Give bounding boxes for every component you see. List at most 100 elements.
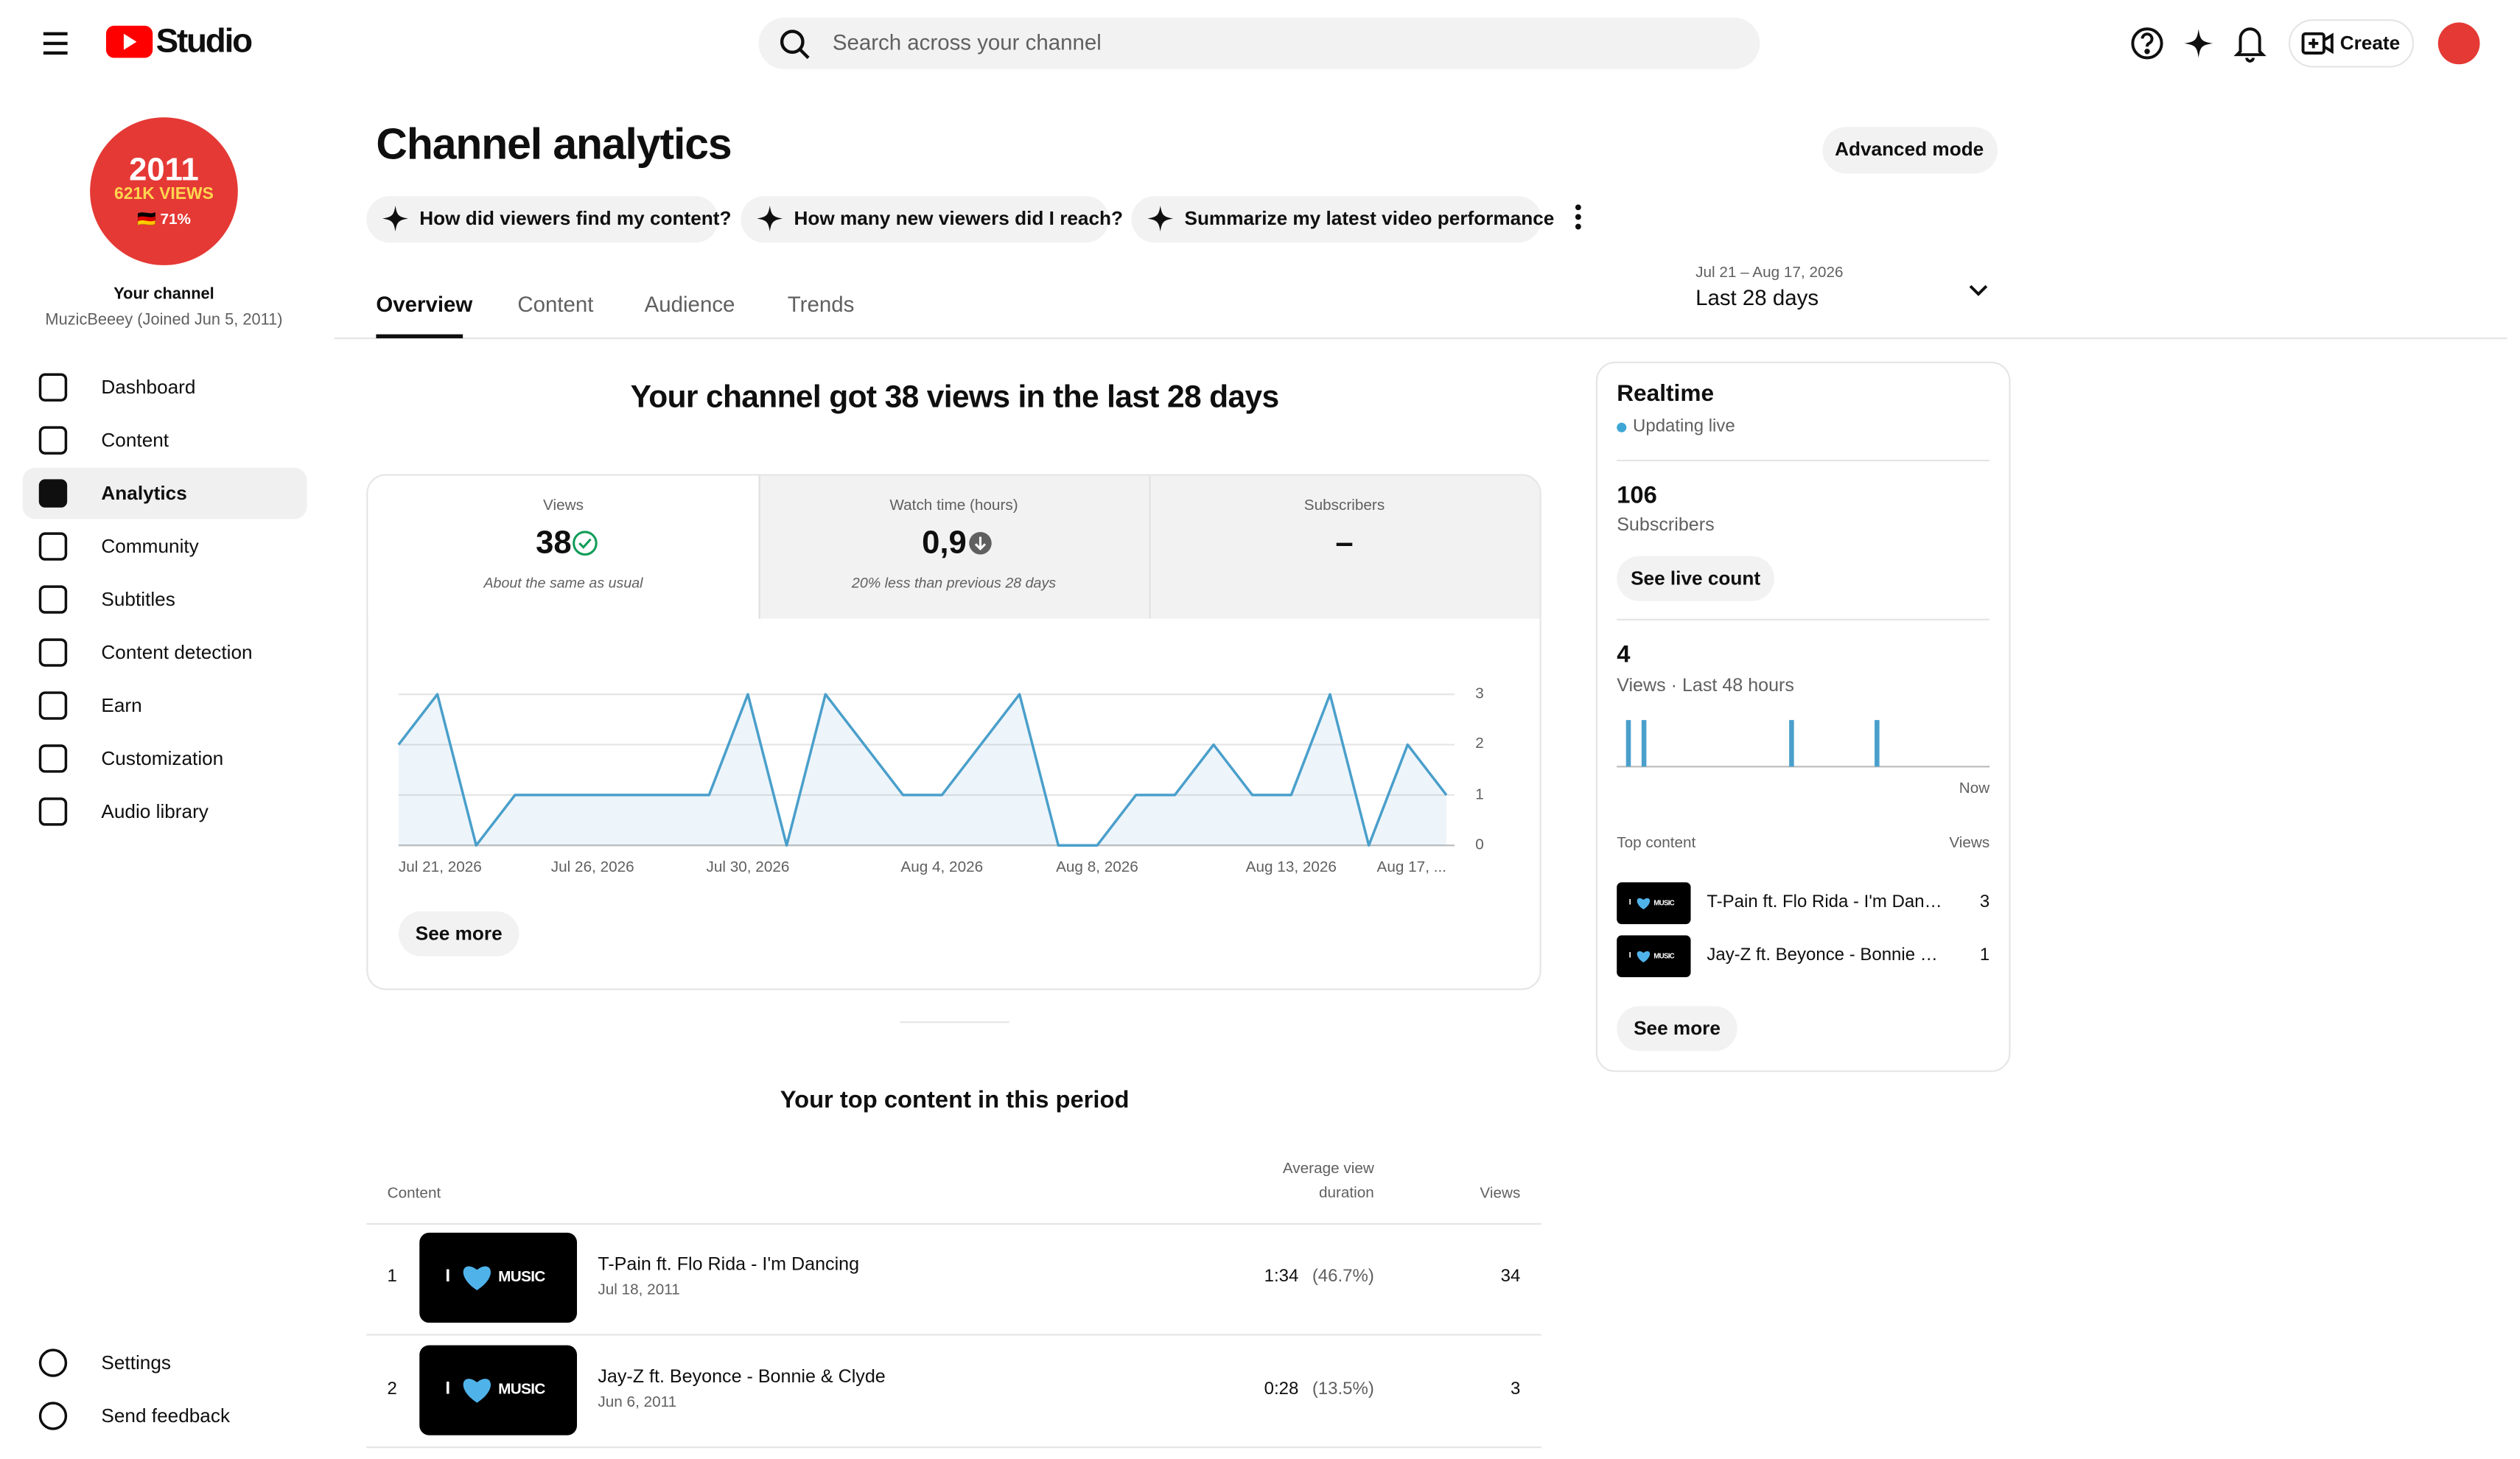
page-title: Channel analytics bbox=[376, 120, 732, 169]
channel-name: MuzicBeeey (Joined Jun 5, 2011) bbox=[45, 312, 283, 330]
metric-label[interactable]: Watch time (hours) bbox=[889, 497, 1018, 515]
thumb-heart-shape bbox=[1637, 951, 1651, 962]
row-divider bbox=[366, 1334, 1541, 1336]
realtime-status: Updating live bbox=[1633, 416, 1735, 436]
nav-item[interactable]: Community bbox=[101, 534, 199, 558]
logo-text[interactable]: Studio bbox=[155, 23, 253, 60]
thumb-word: MUSIC bbox=[498, 1268, 545, 1287]
prompt-chip-label[interactable]: Summarize my latest video performance bbox=[1184, 206, 1555, 230]
prompt-chip[interactable] bbox=[1131, 196, 1541, 243]
help-icon[interactable] bbox=[2131, 27, 2163, 60]
see-more-button[interactable] bbox=[398, 911, 519, 956]
tab[interactable]: Content bbox=[517, 292, 594, 317]
nav-icon bbox=[38, 1402, 68, 1430]
see-live-count-label[interactable]: See live count bbox=[1631, 567, 1761, 590]
see-more-label[interactable]: See more bbox=[415, 922, 503, 945]
tab[interactable]: Trends bbox=[787, 292, 855, 317]
row-percent: (13.5%) bbox=[1312, 1379, 1374, 1399]
video-thumbnail[interactable]: I MUSIC bbox=[1617, 935, 1691, 978]
realtime-item-title[interactable]: Jay-Z ft. Beyonce - Bonnie … bbox=[1707, 945, 1938, 965]
date-dropdown-chevron[interactable] bbox=[1969, 284, 1988, 296]
row-title[interactable]: Jay-Z ft. Beyonce - Bonnie & Clyde bbox=[598, 1368, 886, 1388]
channel-avatar[interactable] bbox=[90, 117, 238, 265]
tab[interactable]: Audience bbox=[644, 292, 735, 317]
metric-value[interactable]: 38 bbox=[536, 525, 572, 561]
x-tick-label: Jul 30, 2026 bbox=[706, 858, 790, 877]
metric-note: About the same as usual bbox=[483, 574, 643, 591]
see-live-count-button[interactable] bbox=[1617, 556, 1774, 601]
metric-value[interactable]: 0,9 bbox=[922, 525, 967, 561]
menu-icon[interactable] bbox=[43, 32, 68, 55]
thumb-heart bbox=[1637, 898, 1651, 909]
column-duration: Average view duration bbox=[1282, 1160, 1374, 1203]
row-duration: 0:28 bbox=[1264, 1379, 1299, 1399]
search-box[interactable] bbox=[758, 17, 1760, 69]
nav-item[interactable]: Content bbox=[101, 428, 169, 452]
account-avatar[interactable] bbox=[2437, 22, 2480, 65]
row-duration: 1:34 bbox=[1264, 1267, 1299, 1287]
nav-item[interactable]: Customization bbox=[101, 746, 224, 770]
thumb-heart-shape bbox=[463, 1379, 491, 1403]
thumb-lead: I bbox=[445, 1267, 451, 1287]
x-tick-label: Aug 17, ... bbox=[1376, 858, 1447, 877]
date-range-dates[interactable]: Jul 21 – Aug 17, 2026 bbox=[1695, 264, 1844, 282]
metric-label[interactable]: Views bbox=[543, 497, 584, 515]
prompt-chip-label[interactable]: How did viewers find my content? bbox=[419, 206, 732, 230]
prompt-chip[interactable] bbox=[741, 196, 1109, 243]
metric-tab[interactable] bbox=[368, 475, 759, 619]
realtime-item-views: 3 bbox=[1979, 892, 1990, 912]
y-tick-label: 2 bbox=[1475, 735, 1484, 754]
thumb-lead: I bbox=[445, 1379, 451, 1399]
nav-item[interactable]: Subtitles bbox=[101, 587, 175, 611]
nav-icon bbox=[38, 585, 68, 614]
x-tick-label: Jul 26, 2026 bbox=[550, 858, 634, 877]
notifications-icon[interactable] bbox=[2233, 27, 2267, 63]
metric-value[interactable]: – bbox=[1335, 525, 1354, 561]
thumb-word: MUSIC bbox=[1653, 899, 1675, 907]
thumb-heart bbox=[463, 1266, 491, 1291]
realtime-see-more-button[interactable] bbox=[1617, 1006, 1737, 1052]
thumb-lead: I bbox=[1628, 951, 1631, 962]
nav-icon bbox=[38, 373, 68, 402]
row-percent: (46.7%) bbox=[1312, 1267, 1374, 1287]
create-button[interactable] bbox=[2288, 19, 2415, 68]
x-tick-label: Jul 21, 2026 bbox=[398, 858, 482, 877]
realtime-views-column: Views bbox=[1949, 834, 1990, 853]
y-tick-label: 1 bbox=[1475, 786, 1484, 804]
nav-icon bbox=[38, 532, 68, 561]
metric-label[interactable]: Subscribers bbox=[1303, 497, 1385, 515]
create-label[interactable]: Create bbox=[2339, 32, 2401, 55]
row-views: 34 bbox=[1500, 1267, 1521, 1287]
advanced-mode-button[interactable] bbox=[1822, 127, 1998, 174]
realtime-card bbox=[1595, 361, 2011, 1072]
thumb-heart-shape bbox=[463, 1266, 491, 1291]
nav-item[interactable]: Settings bbox=[101, 1351, 171, 1374]
video-thumbnail[interactable]: I MUSIC bbox=[419, 1345, 578, 1435]
realtime-subscribers-label: Subscribers bbox=[1617, 516, 1715, 536]
prompt-chip[interactable] bbox=[366, 196, 718, 243]
realtime-now: Now bbox=[1959, 780, 1990, 798]
prompt-chip-label[interactable]: How many new viewers did I reach? bbox=[794, 206, 1124, 230]
metric-tab[interactable] bbox=[758, 475, 1149, 619]
nav-item[interactable]: Send feedback bbox=[101, 1404, 231, 1427]
nav-item[interactable]: Analytics bbox=[101, 481, 187, 505]
tab[interactable]: Overview bbox=[376, 292, 473, 317]
video-thumbnail[interactable]: I MUSIC bbox=[419, 1232, 578, 1323]
nav-item[interactable]: Audio library bbox=[101, 800, 209, 823]
more-options-icon[interactable] bbox=[1575, 204, 1581, 230]
nav-item[interactable]: Earn bbox=[101, 693, 142, 717]
nav-item[interactable]: Dashboard bbox=[101, 375, 196, 399]
row-title[interactable]: T-Pain ft. Flo Rida - I'm Dancing bbox=[598, 1255, 860, 1275]
date-range-label[interactable]: Last 28 days bbox=[1695, 286, 1819, 310]
advanced-mode-label[interactable]: Advanced mode bbox=[1835, 138, 1984, 161]
youtube-logo[interactable] bbox=[105, 25, 153, 58]
ai-icon[interactable] bbox=[2184, 29, 2213, 58]
realtime-see-more-label[interactable]: See more bbox=[1634, 1017, 1721, 1040]
metric-tab[interactable] bbox=[1149, 475, 1540, 619]
realtime-top-content-label: Top content bbox=[1617, 834, 1696, 853]
realtime-item-title[interactable]: T-Pain ft. Flo Rida - I'm Dan… bbox=[1707, 892, 1942, 912]
avatar-share: 🇩🇪 71% bbox=[136, 211, 191, 229]
nav-item[interactable]: Content detection bbox=[101, 640, 253, 664]
video-thumbnail[interactable]: I MUSIC bbox=[1617, 882, 1691, 925]
